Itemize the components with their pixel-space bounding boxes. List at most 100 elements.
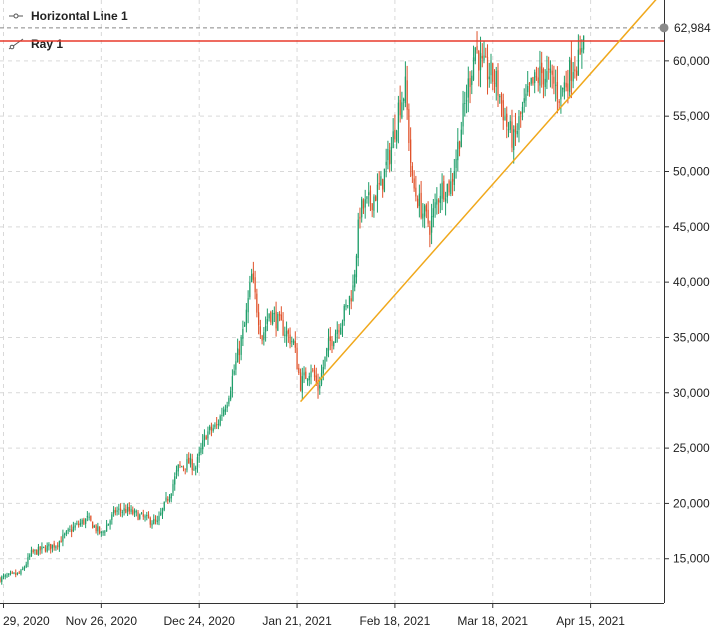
candle-body	[289, 334, 291, 344]
candle-body	[548, 68, 550, 70]
candle-body	[195, 467, 197, 470]
candle-body	[410, 139, 412, 163]
candle-body	[48, 543, 50, 547]
candle-body	[450, 181, 452, 194]
candle-body	[401, 102, 403, 118]
candle-body	[579, 48, 581, 55]
candle-body	[98, 526, 101, 534]
candle-body	[104, 531, 106, 533]
candle-body	[523, 98, 525, 103]
candle-body	[46, 545, 48, 552]
candle-body	[350, 298, 352, 302]
candle-body	[471, 75, 473, 85]
candle-body	[16, 572, 19, 575]
candle-body	[109, 520, 111, 525]
candle-body	[382, 179, 384, 190]
candle-body	[541, 62, 543, 74]
candle-body	[403, 99, 405, 101]
candle-body	[147, 514, 150, 519]
candle-body	[60, 540, 62, 543]
candle-body	[469, 78, 471, 87]
candle-body	[336, 329, 338, 335]
candle-body	[331, 339, 333, 346]
candle-body	[500, 94, 503, 104]
candle-body	[569, 60, 571, 93]
candle-body	[329, 336, 331, 341]
candle-body	[128, 507, 130, 512]
candle-body	[338, 330, 340, 333]
candle-body	[263, 332, 265, 340]
legend-horizontal-line[interactable]: Horizontal Line 1	[8, 9, 128, 23]
candle-body	[228, 398, 230, 404]
candle-body	[460, 129, 462, 148]
candle-body	[313, 370, 316, 378]
candle-body	[305, 371, 307, 380]
candle-body	[88, 516, 90, 518]
candle-body	[404, 76, 407, 104]
candle-body	[341, 321, 344, 327]
candle-body	[347, 305, 349, 307]
candle-body	[181, 466, 183, 468]
candle-body	[86, 515, 88, 518]
candle-body	[57, 545, 59, 547]
candle-body	[558, 101, 560, 103]
candle-body	[576, 70, 578, 77]
candle-body	[425, 204, 427, 212]
candle-body	[582, 35, 585, 50]
candle-body	[191, 459, 193, 471]
candle-body	[93, 525, 95, 528]
candle-body	[165, 497, 167, 501]
candle-body	[542, 69, 545, 85]
candle-body	[385, 161, 387, 166]
candle-body	[153, 519, 155, 525]
candle-body	[389, 150, 391, 165]
candle-body	[355, 255, 358, 278]
x-tick-label: Feb 18, 2021	[360, 614, 431, 628]
candle-body	[507, 129, 510, 131]
y-tick-label: 30,000	[673, 386, 710, 400]
candle-body	[343, 305, 345, 322]
candle-body	[556, 82, 559, 99]
candle-body	[322, 367, 324, 374]
x-tick-label: Jan 21, 2021	[262, 614, 332, 628]
candle-body	[495, 70, 497, 87]
candle-body	[65, 531, 68, 535]
candle-body	[292, 340, 295, 344]
candle-body	[142, 514, 144, 517]
candle-body	[41, 546, 43, 550]
candle-body	[250, 274, 253, 283]
candle-body	[133, 510, 136, 514]
candle-body	[549, 68, 552, 73]
candle-body	[451, 178, 454, 182]
candle-body	[298, 367, 300, 374]
candle-body	[55, 546, 57, 549]
y-tick-label: 25,000	[673, 441, 710, 455]
candle-body	[462, 103, 464, 127]
candle-body	[32, 550, 34, 552]
candle-body	[490, 61, 492, 76]
candle-body	[186, 459, 188, 471]
x-tick-label: Nov 26, 2020	[66, 614, 138, 628]
candle-body	[560, 85, 562, 100]
candle-body	[126, 506, 129, 512]
candle-body	[383, 168, 386, 192]
candle-body	[123, 508, 125, 512]
candle-body	[317, 380, 319, 391]
candle-body	[217, 423, 220, 425]
candle-body	[284, 334, 286, 336]
candle-body	[408, 108, 410, 143]
candle-body	[390, 146, 393, 164]
candle-body	[294, 341, 296, 348]
candle-body	[518, 116, 520, 130]
candle-body	[121, 511, 123, 513]
candle-body	[158, 516, 160, 521]
candle-body	[574, 69, 576, 72]
candle-body	[271, 312, 274, 324]
candle-body	[521, 106, 524, 114]
candle-body	[457, 141, 459, 161]
candle-body	[443, 181, 445, 200]
candle-body	[20, 570, 22, 575]
candle-body	[118, 508, 120, 510]
candle-body	[497, 70, 499, 96]
